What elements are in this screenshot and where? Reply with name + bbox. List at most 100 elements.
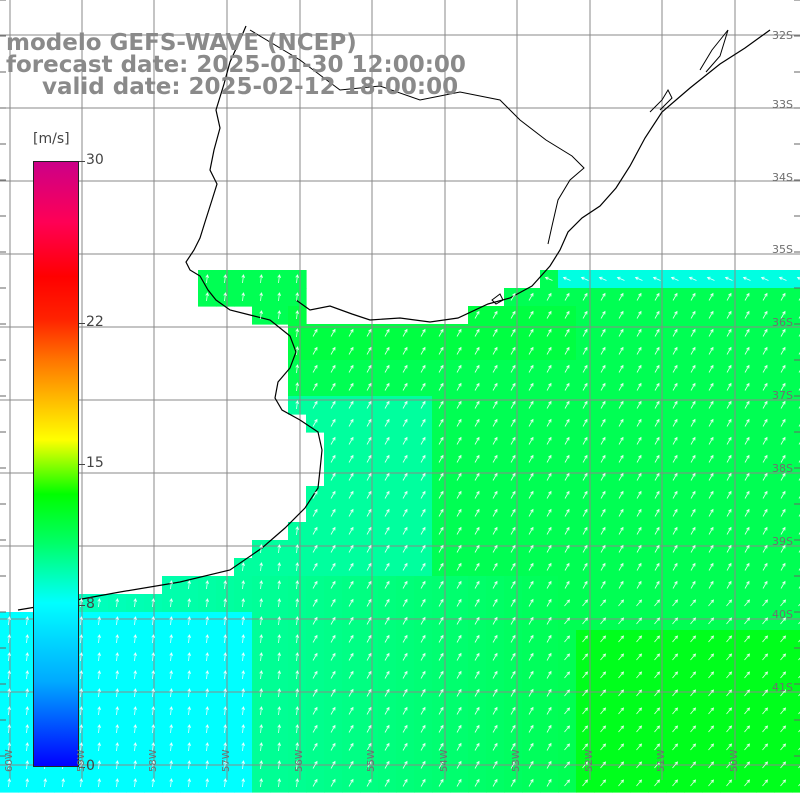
wind-arrow (636, 779, 643, 787)
field-cell (666, 306, 685, 325)
wind-arrow (510, 310, 516, 319)
field-cell (468, 522, 487, 541)
wind-arrow (708, 418, 714, 427)
field-cell (540, 432, 559, 451)
field-cell (486, 342, 505, 361)
wind-arrow (115, 616, 119, 626)
wind-arrow (744, 400, 750, 409)
field-cell (504, 432, 523, 451)
field-cell (432, 486, 451, 505)
wind-arrow (295, 562, 299, 572)
wind-arrow (780, 364, 786, 373)
field-cell (792, 360, 800, 379)
wind-arrow (420, 580, 426, 589)
wind-arrow (564, 418, 570, 427)
field-cell (738, 432, 757, 451)
field-cell (522, 684, 541, 703)
wind-arrow (780, 346, 786, 355)
wind-arrow (295, 346, 299, 356)
wind-arrow (510, 400, 516, 409)
wind-arrow (510, 436, 516, 445)
wind-arrow (654, 526, 660, 535)
field-cell (792, 486, 800, 505)
wind-arrow (348, 490, 354, 499)
latitude-label: 36S (772, 316, 793, 329)
field-cell (540, 360, 559, 379)
wind-arrow (762, 472, 768, 481)
wind-arrow (187, 724, 191, 734)
field-cell (450, 666, 469, 685)
wind-arrow (330, 382, 336, 391)
field-cell (720, 468, 739, 487)
field-cell (594, 558, 613, 577)
wind-arrow (708, 562, 714, 571)
field-cell (558, 288, 577, 307)
wind-arrow (798, 783, 800, 787)
field-cell (558, 396, 577, 415)
field-cell (468, 324, 487, 343)
wind-arrow (348, 508, 354, 517)
field-cell (756, 450, 775, 469)
field-cell (612, 504, 631, 523)
wind-arrow (582, 725, 589, 733)
field-cell (396, 432, 415, 451)
wind-arrow (384, 742, 390, 751)
wind-arrow (564, 490, 570, 499)
field-cell (540, 486, 559, 505)
wind-arrow (438, 778, 444, 787)
field-cell (306, 378, 325, 397)
field-cell (504, 774, 523, 793)
wind-arrow (564, 617, 571, 625)
field-cell (738, 288, 757, 307)
wind-arrow (618, 508, 624, 517)
latitude-label: 41S (772, 681, 793, 694)
field-cell (414, 576, 433, 595)
field-cell (396, 450, 415, 469)
field-cell (504, 486, 523, 505)
field-cell (648, 684, 667, 703)
wind-arrow (510, 634, 516, 643)
field-cell (720, 774, 739, 793)
field-cell (360, 324, 379, 343)
wind-arrow (582, 526, 588, 535)
wind-arrow (780, 779, 787, 787)
field-cell (792, 738, 800, 757)
wind-arrow (402, 580, 408, 589)
wind-arrow (420, 634, 426, 643)
field-cell (558, 774, 577, 793)
wind-arrow (223, 634, 227, 644)
field-cell (342, 612, 361, 631)
wind-arrow (492, 490, 498, 499)
wind-arrow (456, 436, 462, 445)
field-cell (738, 720, 757, 739)
wind-arrow (205, 616, 209, 626)
field-cell (522, 324, 541, 343)
wind-arrow (654, 436, 660, 445)
field-cell (684, 378, 703, 397)
field-cell (324, 738, 343, 757)
wind-arrow (744, 526, 750, 535)
field-cell (504, 666, 523, 685)
wind-arrow (295, 706, 299, 716)
field-cell (576, 468, 595, 487)
wind-arrow (366, 616, 372, 625)
field-cell (522, 450, 541, 469)
wind-arrow (241, 778, 245, 788)
field-cell (774, 684, 793, 703)
wind-arrow (366, 562, 372, 571)
field-cell (522, 576, 541, 595)
field-cell (486, 594, 505, 613)
field-cell (756, 486, 775, 505)
wind-arrow (312, 652, 318, 661)
wind-arrow (528, 778, 534, 787)
field-cell (738, 774, 757, 793)
wind-arrow (618, 599, 625, 607)
wind-arrow (420, 472, 426, 481)
wind-arrow (780, 418, 786, 427)
field-cell (324, 576, 343, 595)
wind-arrow (510, 364, 516, 373)
wind-arrow (636, 761, 643, 769)
wind-arrow (402, 706, 408, 715)
longitude-label: 59W (76, 749, 87, 772)
wind-arrow (762, 526, 768, 535)
